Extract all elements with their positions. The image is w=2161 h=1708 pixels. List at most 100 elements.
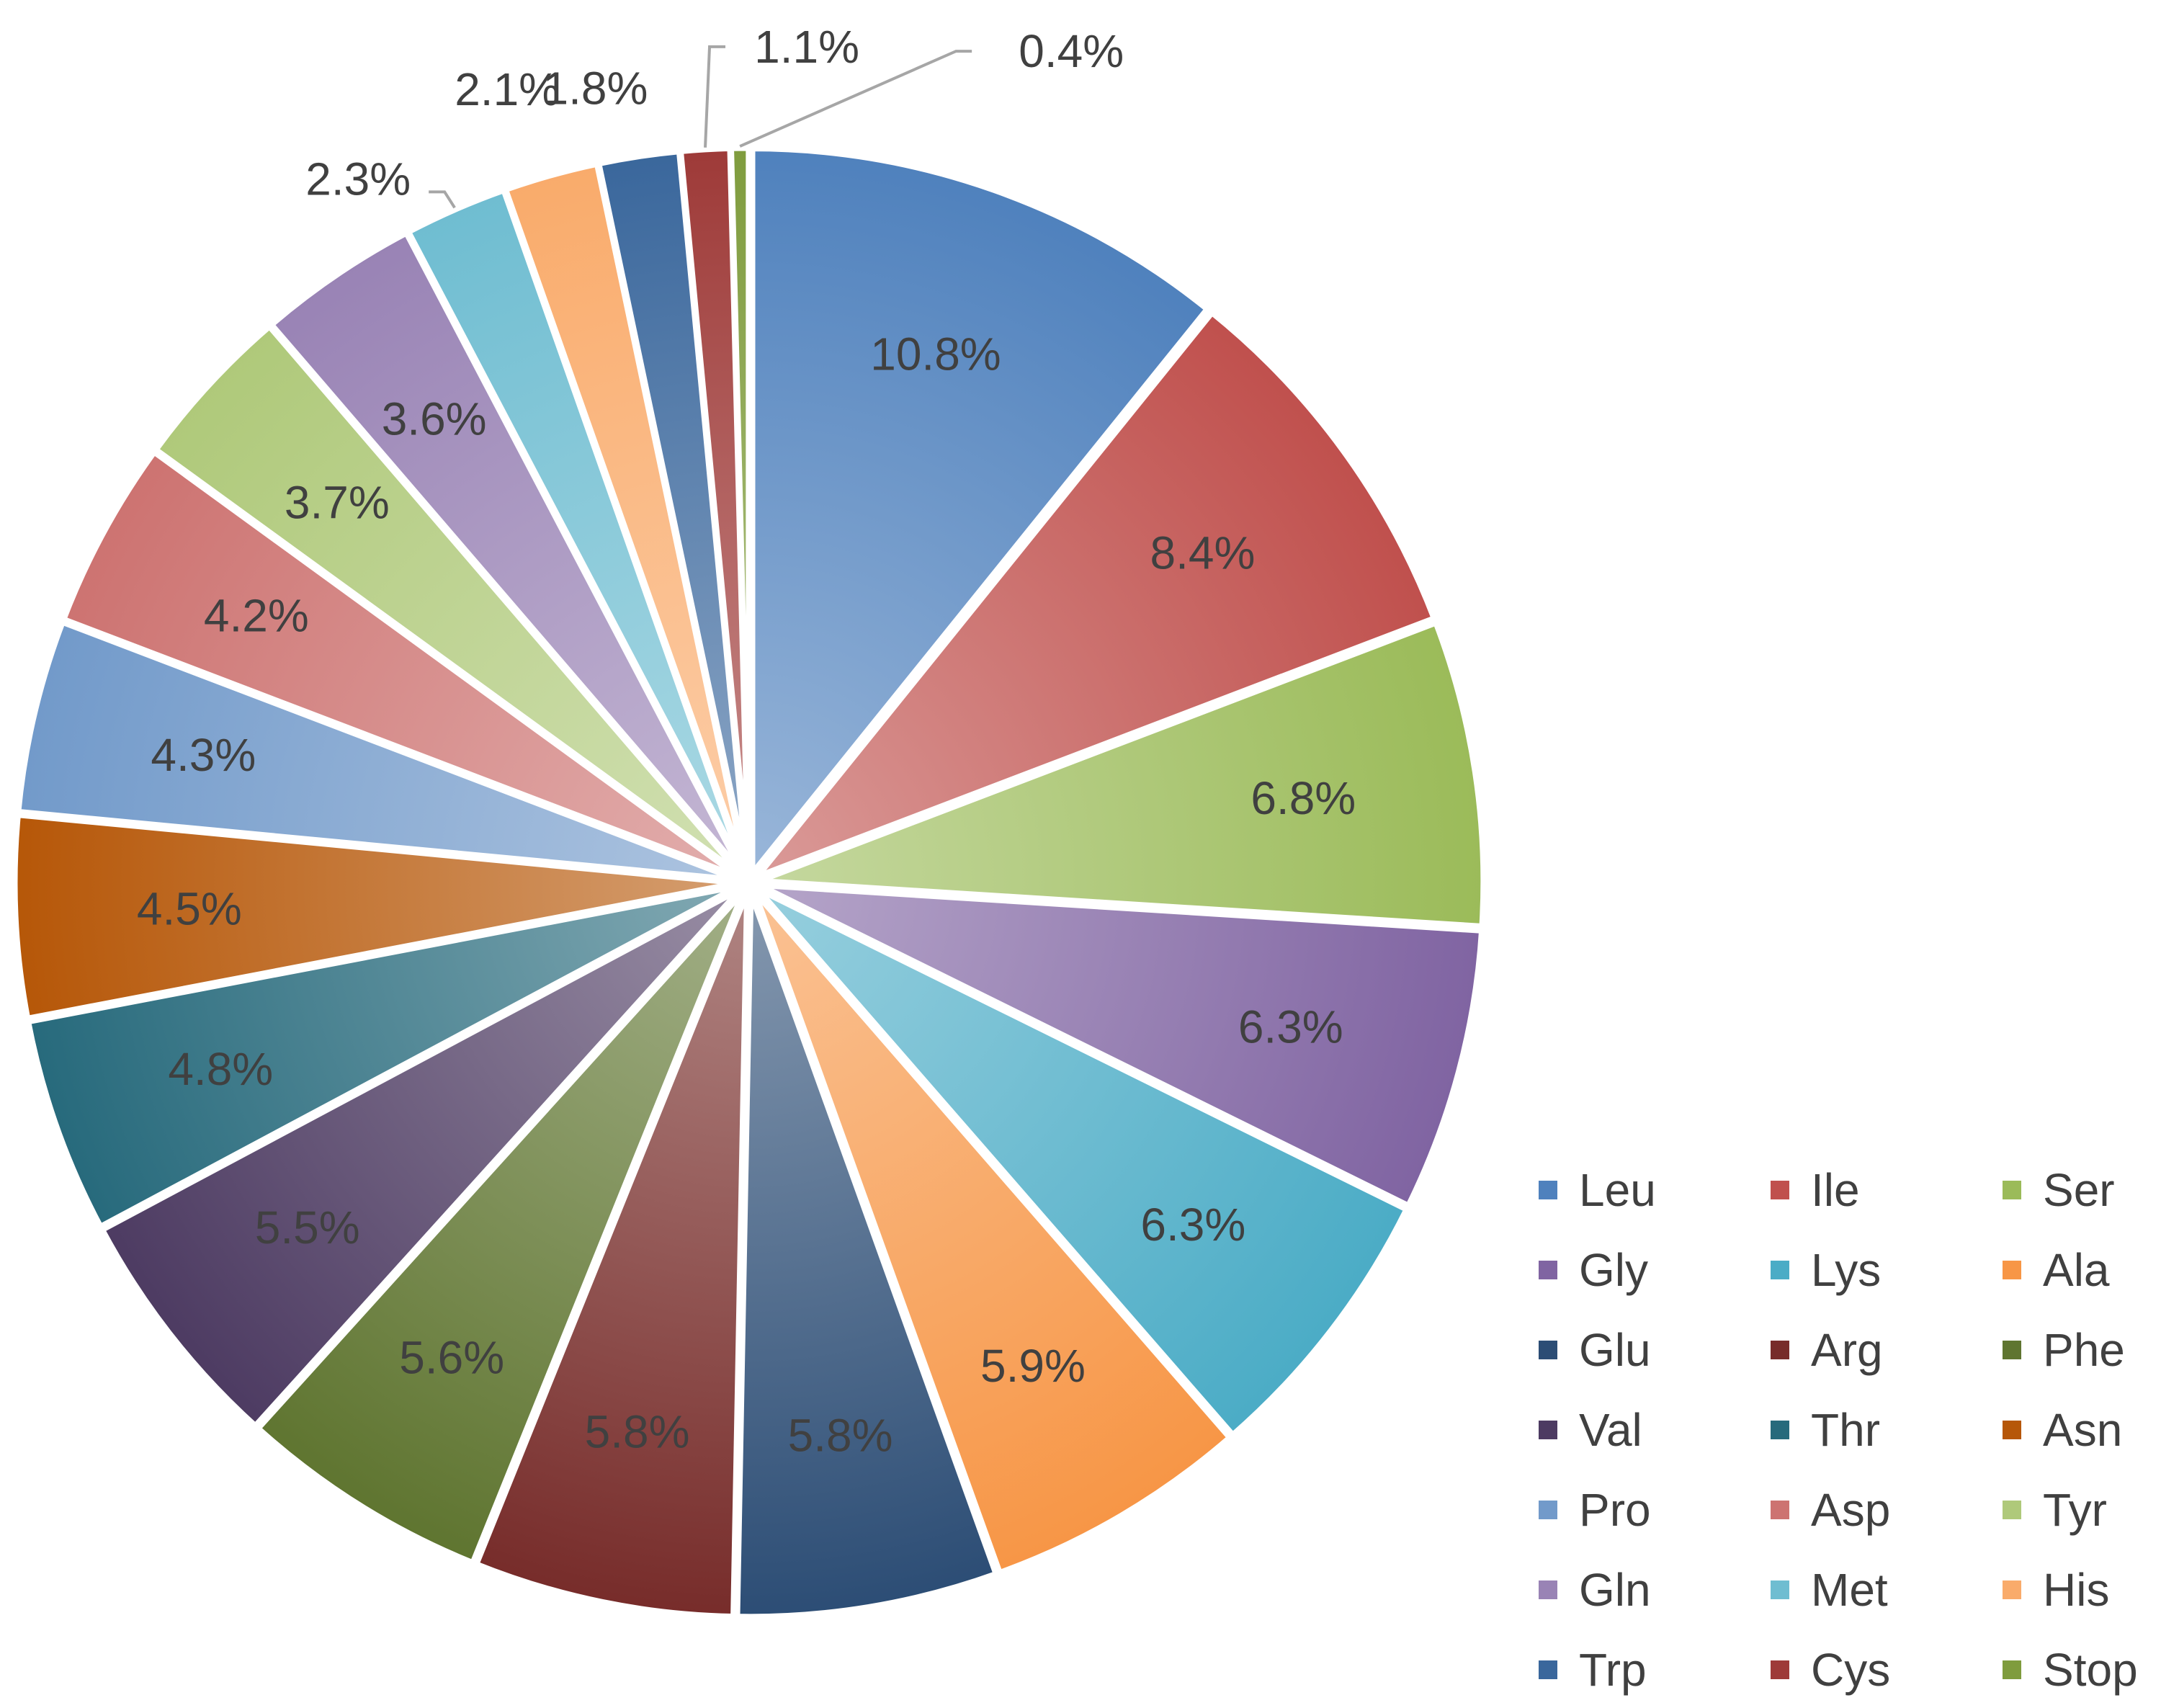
- legend-item-asp: Asp: [1771, 1484, 1890, 1536]
- legend-label-phe: Phe: [2043, 1324, 2125, 1376]
- legend-swatch-his: [2003, 1580, 2021, 1599]
- legend-label-asn: Asn: [2043, 1404, 2122, 1456]
- legend-swatch-thr: [1771, 1421, 1789, 1439]
- legend-swatch-lys: [1771, 1261, 1789, 1279]
- pie-slice-ala: [750, 886, 1234, 1577]
- legend-item-pro: Pro: [1539, 1484, 1651, 1536]
- legend-swatch-arg: [1771, 1341, 1789, 1359]
- legend-swatch-asn: [2003, 1421, 2021, 1439]
- legend-item-ala: Ala: [2003, 1244, 2110, 1296]
- legend-label-leu: Leu: [1579, 1164, 1656, 1216]
- pie-slice-ser: [754, 619, 1487, 930]
- legend-item-val: Val: [1539, 1404, 1642, 1456]
- legend: Leu Ile Ser Gly Lys Ala Glu Arg Phe Val Thr Asn Pro A…: [1539, 1164, 2138, 1696]
- data-label-tyr: 3.7%: [285, 477, 390, 529]
- pie-slice-ile: [753, 308, 1439, 881]
- legend-item-phe: Phe: [2003, 1324, 2125, 1376]
- data-labels: 10.8% 8.4% 6.8% 6.3% 6.3% 5.9% 5.8% 5.8% 5.6% 5.5…: [137, 21, 1356, 1462]
- legend-label-asp: Asp: [1811, 1484, 1890, 1536]
- legend-item-cys: Cys: [1771, 1644, 1890, 1696]
- pie-slice-phe: [254, 886, 748, 1567]
- legend-label-his: His: [2043, 1564, 2109, 1616]
- legend-label-ala: Ala: [2043, 1244, 2110, 1296]
- leader-line-met: [429, 190, 456, 209]
- legend-item-trp: Trp: [1539, 1644, 1647, 1696]
- data-label-gly: 6.3%: [1238, 1001, 1343, 1053]
- legend-label-gln: Gln: [1579, 1564, 1651, 1616]
- data-label-cys: 1.1%: [754, 21, 859, 73]
- data-label-ala: 5.9%: [980, 1340, 1086, 1392]
- legend-item-his: His: [2003, 1564, 2109, 1616]
- legend-item-met: Met: [1771, 1564, 1888, 1616]
- legend-label-tyr: Tyr: [2043, 1484, 2107, 1536]
- data-label-ser: 6.8%: [1250, 772, 1356, 824]
- data-label-pro: 4.3%: [151, 729, 256, 781]
- pie-slice-asp: [60, 448, 745, 882]
- data-label-lys: 6.3%: [1140, 1199, 1245, 1251]
- pie-slice-glu: [733, 887, 1000, 1621]
- data-label-glu: 5.8%: [788, 1410, 893, 1462]
- data-label-his: 2.1%: [455, 63, 560, 115]
- data-label-phe: 5.6%: [399, 1332, 504, 1384]
- legend-swatch-cys: [1771, 1660, 1789, 1679]
- legend-label-met: Met: [1811, 1564, 1888, 1616]
- legend-label-pro: Pro: [1579, 1484, 1651, 1536]
- pie-slice-asn: [11, 811, 744, 1022]
- legend-swatch-ile: [1771, 1181, 1789, 1199]
- data-label-asn: 4.5%: [137, 883, 242, 935]
- pie-slice-gln: [267, 229, 748, 879]
- slices-layer: [11, 144, 1487, 1621]
- legend-swatch-glu: [1539, 1341, 1557, 1359]
- legend-label-cys: Cys: [1811, 1644, 1890, 1696]
- data-label-gln: 3.6%: [382, 393, 487, 444]
- legend-item-arg: Arg: [1771, 1324, 1883, 1376]
- legend-item-tyr: Tyr: [2003, 1484, 2107, 1536]
- pie-slice-arg: [473, 887, 751, 1621]
- legend-item-thr: Thr: [1771, 1404, 1880, 1456]
- legend-swatch-gly: [1539, 1261, 1557, 1279]
- leader-line-stop: [739, 50, 972, 148]
- data-label-leu: 10.8%: [870, 328, 1001, 380]
- legend-swatch-phe: [2003, 1341, 2021, 1359]
- pie-slice-thr: [24, 882, 745, 1230]
- legend-swatch-val: [1539, 1421, 1557, 1439]
- legend-label-val: Val: [1579, 1404, 1642, 1456]
- legend-label-trp: Trp: [1579, 1644, 1647, 1696]
- legend-label-glu: Glu: [1579, 1324, 1651, 1376]
- pie-slice-leu: [748, 145, 1212, 878]
- legend-item-gln: Gln: [1539, 1564, 1651, 1616]
- legend-label-lys: Lys: [1811, 1244, 1881, 1296]
- data-label-arg: 5.8%: [585, 1405, 690, 1457]
- legend-label-stop: Stop: [2043, 1644, 2138, 1696]
- pie-slice-gly: [754, 881, 1486, 1210]
- legend-swatch-stop: [2003, 1660, 2021, 1679]
- legend-label-gly: Gly: [1579, 1244, 1648, 1296]
- legend-item-gly: Gly: [1539, 1244, 1648, 1296]
- legend-item-asn: Asn: [2003, 1404, 2122, 1456]
- legend-item-glu: Glu: [1539, 1324, 1651, 1376]
- legend-item-ser: Ser: [2003, 1164, 2115, 1216]
- legend-swatch-trp: [1539, 1660, 1557, 1679]
- legend-swatch-leu: [1539, 1181, 1557, 1199]
- legend-label-thr: Thr: [1811, 1404, 1880, 1456]
- data-label-val: 5.5%: [255, 1202, 360, 1253]
- legend-label-ser: Ser: [2043, 1164, 2115, 1216]
- legend-swatch-ala: [2003, 1261, 2021, 1279]
- legend-item-lys: Lys: [1771, 1244, 1881, 1296]
- pie-slice-pro: [14, 618, 744, 884]
- pie-slice-lys: [753, 884, 1410, 1439]
- leader-line-cys: [704, 45, 726, 148]
- pie-slice-tyr: [152, 322, 746, 880]
- legend-item-leu: Leu: [1539, 1164, 1656, 1216]
- legend-item-ile: Ile: [1771, 1164, 1860, 1216]
- legend-item-stop: Stop: [2003, 1644, 2138, 1696]
- pie-slice-stop: [728, 144, 753, 877]
- data-label-stop: 0.4%: [1019, 25, 1124, 77]
- legend-label-arg: Arg: [1811, 1324, 1883, 1376]
- pie-slice-val: [98, 884, 746, 1430]
- legend-label-ile: Ile: [1811, 1164, 1860, 1216]
- leader-lines: [429, 45, 972, 209]
- data-label-ile: 8.4%: [1150, 527, 1256, 579]
